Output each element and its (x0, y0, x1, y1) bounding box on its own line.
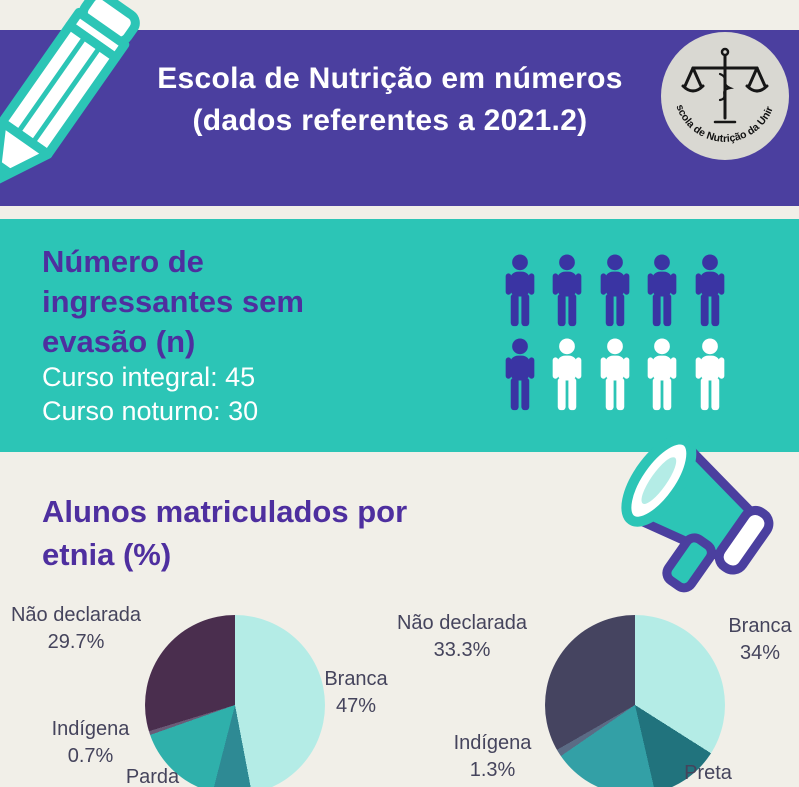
scales-icon (681, 47, 769, 124)
etnia-heading-line1: Alunos matriculados por (42, 494, 408, 529)
stat-curso-noturno: Curso noturno: 30 (42, 396, 259, 426)
ingressantes-heading: Número de ingressantes sem evasão (n) (42, 242, 304, 362)
pie-right-nao-declarada-text: Não declarada (396, 612, 528, 634)
logo-badge: Escola de Nutrição da Unirio (655, 21, 791, 162)
pie-chart-right (545, 615, 725, 787)
pie-left-label-indigena: Indígena 0.7% (43, 716, 138, 770)
pie-right-indigena-pct: 1.3% (469, 759, 516, 781)
ingressantes-heading-line1: Número de (42, 244, 204, 279)
person-icon (547, 254, 589, 328)
stat-curso-integral: Curso integral: 45 (42, 362, 256, 392)
students-pictogram (500, 254, 732, 412)
pie-right-label-branca: Branca 34% (724, 613, 796, 667)
pie-left-branca-text: Branca (324, 668, 388, 690)
pie-chart-left (145, 615, 325, 787)
ingressantes-heading-line2: ingressantes sem (42, 284, 304, 319)
person-icon (690, 338, 732, 412)
etnia-heading-line2: etnia (%) (42, 537, 172, 572)
pie-right-preta-text: Preta (684, 762, 732, 784)
person-icon (500, 338, 542, 412)
etnia-heading: Alunos matriculados por etnia (%) (42, 490, 407, 576)
pie-right-indigena-text: Indígena (453, 732, 532, 754)
pie-right-branca-text: Branca (728, 615, 792, 637)
person-icon (547, 338, 589, 412)
pie-right-nao-declarada-pct: 33.3% (433, 639, 491, 661)
pie-left-indigena-text: Indígena (51, 718, 130, 740)
pie-left-branca-pct: 47% (335, 695, 377, 717)
page-title-line2: (dados referentes a 2021.2) (192, 104, 588, 137)
page-title: Escola de Nutrição em números (dados ref… (130, 58, 650, 142)
pie-left-parda-text: Parda (125, 766, 180, 787)
pie-right-label-indigena: Indígena 1.3% (445, 730, 540, 784)
megaphone-icon (608, 405, 799, 615)
person-icon (690, 254, 732, 328)
pie-left-label-branca: Branca 47% (318, 666, 394, 720)
person-icon (642, 338, 684, 412)
pie-left-nao-declarada-text: Não declarada (10, 604, 142, 626)
pie-left-label-nao-declarada: Não declarada 29.7% (6, 602, 146, 656)
pie-right-label-nao-declarada: Não declarada 33.3% (392, 610, 532, 664)
person-icon (500, 254, 542, 328)
pie-left-label-parda: Parda (115, 764, 190, 787)
ingressantes-heading-line3: evasão (n) (42, 324, 196, 359)
pie-right-label-preta: Preta (676, 760, 740, 787)
pie-left-nao-declarada-pct: 29.7% (47, 631, 105, 653)
page-title-line1: Escola de Nutrição em números (157, 62, 623, 95)
ingressantes-stats: Curso integral: 45 Curso noturno: 30 (42, 360, 258, 428)
pencil-icon (0, 0, 162, 217)
person-icon (595, 338, 637, 412)
pie-left-indigena-pct: 0.7% (67, 745, 114, 767)
pie-right-branca-pct: 34% (739, 642, 781, 664)
person-icon (642, 254, 684, 328)
person-icon (595, 254, 637, 328)
